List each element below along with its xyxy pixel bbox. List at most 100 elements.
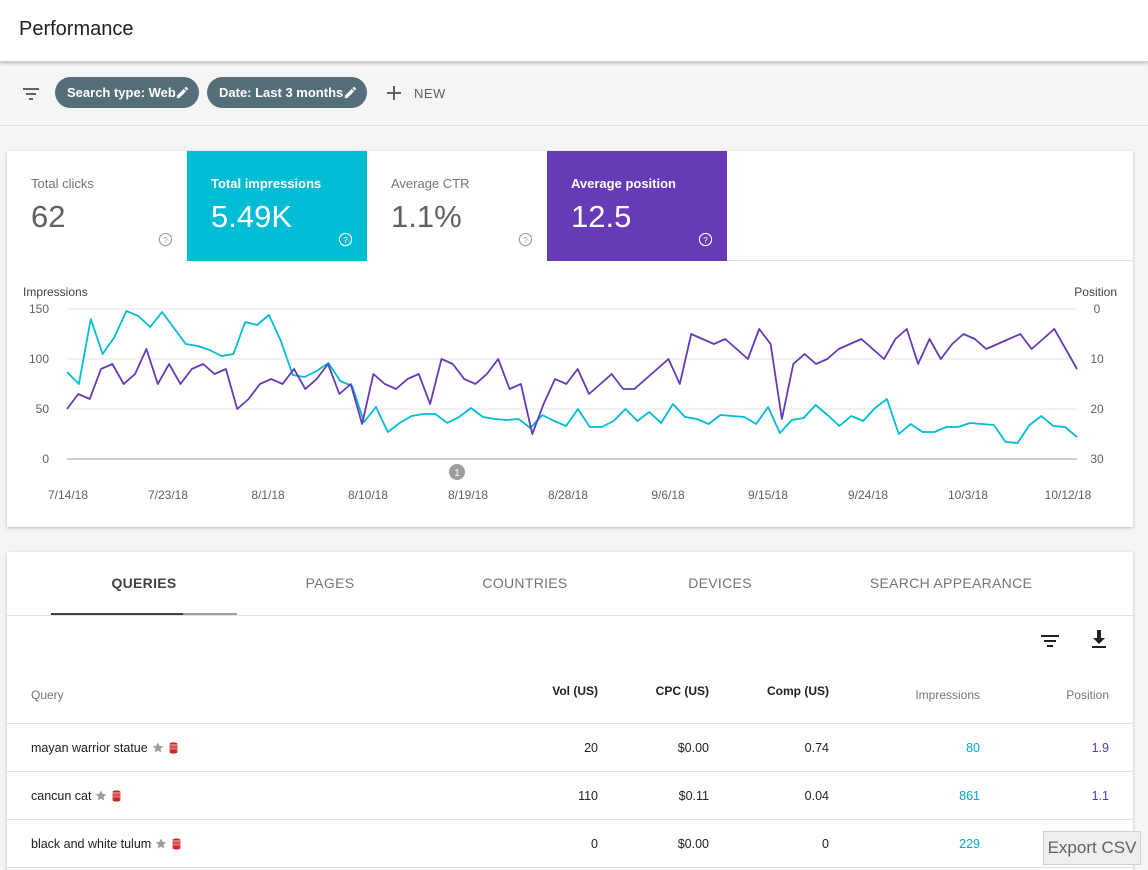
database-icon[interactable] — [172, 838, 181, 850]
dimension-tabs: QUERIES PAGES COUNTRIES DEVICES SEARCH A… — [7, 552, 1133, 616]
metric-value: 1.1% — [391, 199, 462, 234]
query-text[interactable]: mayan warrior statue — [31, 741, 148, 755]
tab-devices[interactable]: DEVICES — [688, 575, 752, 591]
search-type-chip[interactable]: Search type: Web — [55, 77, 199, 108]
x-tick-label: 8/10/18 — [348, 488, 388, 502]
star-icon[interactable] — [152, 742, 164, 754]
metric-label: Average position — [571, 176, 676, 191]
position-cell: 1.1 — [1091, 789, 1109, 803]
comp-cell: 0 — [822, 837, 829, 851]
filter-list-icon[interactable] — [21, 84, 41, 104]
impressions-cell: 229 — [959, 837, 980, 851]
metric-total-impressions[interactable]: Total impressions 5.49K ? — [187, 151, 367, 261]
edit-pencil-icon[interactable] — [175, 85, 190, 100]
impressions-cell: 80 — [966, 741, 980, 755]
svg-text:?: ? — [523, 235, 528, 245]
x-tick-label: 10/3/18 — [948, 488, 988, 502]
column-header-impressions[interactable]: Impressions — [915, 688, 980, 702]
right-tick-label: 30 — [1090, 452, 1104, 466]
column-header-position[interactable]: Position — [1066, 688, 1109, 702]
performance-line-chart[interactable]: Impressions Position 150 100 50 0 0 10 20 30 7/1… — [7, 261, 1133, 527]
search-type-chip-label: Search type: Web — [67, 85, 176, 100]
right-tick-label: 0 — [1094, 302, 1101, 316]
column-header-comp[interactable]: Comp (US) — [767, 684, 829, 698]
query-cell: mayan warrior statue — [31, 741, 178, 755]
star-icon[interactable] — [155, 838, 167, 850]
date-range-chip-label: Date: Last 3 months — [219, 85, 344, 100]
right-tick-label: 10 — [1090, 352, 1104, 366]
metric-total-clicks[interactable]: Total clicks 62 ? — [7, 151, 187, 261]
svg-text:?: ? — [703, 235, 708, 245]
cpc-cell: $0.00 — [677, 741, 709, 755]
svg-text:?: ? — [343, 235, 348, 245]
right-tick-label: 20 — [1090, 402, 1104, 416]
x-tick-label: 8/19/18 — [448, 488, 488, 502]
vol-cell: 110 — [578, 789, 598, 803]
comp-cell: 0.74 — [804, 741, 829, 755]
annotation-marker[interactable]: 1 — [449, 464, 465, 480]
metric-value: 62 — [31, 199, 66, 234]
database-icon[interactable] — [112, 790, 121, 802]
metrics-row: Total clicks 62 ? Total impressions 5.49… — [7, 151, 1133, 261]
x-tick-label: 9/24/18 — [848, 488, 888, 502]
metric-label: Average CTR — [391, 176, 470, 191]
help-icon[interactable]: ? — [518, 232, 533, 247]
impressions-cell: 861 — [959, 789, 980, 803]
left-tick-label: 50 — [36, 402, 50, 416]
tab-pages[interactable]: PAGES — [305, 575, 355, 591]
column-header-vol[interactable]: Vol (US) — [552, 684, 598, 698]
left-tick-label: 0 — [42, 452, 49, 466]
left-axis-label: Impressions — [23, 285, 88, 299]
vol-cell: 0 — [591, 837, 598, 851]
x-tick-label: 7/23/18 — [148, 488, 188, 502]
help-icon[interactable]: ? — [338, 232, 353, 247]
table-row[interactable]: mayan warrior statue 20 $0.00 0.74 80 1.… — [7, 724, 1133, 772]
metric-label: Total impressions — [211, 176, 322, 191]
column-header-query[interactable]: Query — [31, 688, 64, 702]
new-filter-button[interactable]: NEW — [384, 82, 446, 104]
help-icon[interactable]: ? — [698, 232, 713, 247]
left-tick-label: 150 — [29, 302, 49, 316]
x-tick-label: 8/1/18 — [251, 488, 285, 502]
cpc-cell: $0.00 — [677, 837, 709, 851]
page-title: Performance — [19, 18, 134, 40]
performance-chart-card: Total clicks 62 ? Total impressions 5.49… — [7, 151, 1133, 527]
metric-value: 5.49K — [211, 199, 293, 234]
star-icon[interactable] — [95, 790, 107, 802]
query-text[interactable]: black and white tulum — [31, 837, 152, 851]
vol-cell: 20 — [584, 741, 598, 755]
metric-average-position[interactable]: Average position 12.5 ? — [547, 151, 727, 261]
query-cell: black and white tulum — [31, 837, 181, 851]
column-header-cpc[interactable]: CPC (US) — [655, 684, 709, 698]
metric-label: Total clicks — [31, 176, 94, 191]
database-icon[interactable] — [169, 742, 178, 754]
x-tick-label: 10/12/18 — [1045, 488, 1092, 502]
series-line-impressions[interactable] — [66, 310, 1078, 444]
svg-text:?: ? — [163, 235, 168, 245]
new-filter-label: NEW — [414, 85, 446, 101]
app-header: Performance — [0, 0, 1148, 62]
table-header: Query Vol (US) CPC (US) Comp (US) Impres… — [7, 674, 1133, 724]
comp-cell: 0.04 — [804, 789, 829, 803]
table-row[interactable]: black and white tulum 0 $0.00 0 229 — [7, 820, 1133, 868]
left-tick-label: 100 — [29, 352, 49, 366]
table-filter-icon[interactable] — [1039, 630, 1061, 652]
help-icon[interactable]: ? — [158, 232, 173, 247]
filter-bar: Search type: Web Date: Last 3 months NEW — [0, 62, 1148, 126]
date-range-chip[interactable]: Date: Last 3 months — [207, 77, 367, 108]
tab-countries[interactable]: COUNTRIES — [482, 575, 568, 591]
export-csv-button[interactable]: Export CSV — [1043, 831, 1141, 865]
right-axis-label: Position — [1074, 285, 1117, 299]
table-row[interactable]: cancun cat 110 $0.11 0.04 861 1.1 — [7, 772, 1133, 820]
series-line-position[interactable] — [66, 328, 1078, 435]
query-text[interactable]: cancun cat — [31, 789, 92, 803]
metric-value: 12.5 — [571, 199, 632, 234]
tab-queries[interactable]: QUERIES — [111, 575, 177, 591]
queries-table-card: QUERIES PAGES COUNTRIES DEVICES SEARCH A… — [7, 552, 1133, 870]
tab-search-appearance[interactable]: SEARCH APPEARANCE — [869, 575, 1033, 591]
annotation-label: 1 — [454, 468, 460, 479]
edit-pencil-icon[interactable] — [343, 85, 358, 100]
download-icon[interactable] — [1088, 628, 1110, 650]
metric-average-ctr[interactable]: Average CTR 1.1% ? — [367, 151, 547, 261]
plus-icon — [387, 86, 401, 100]
